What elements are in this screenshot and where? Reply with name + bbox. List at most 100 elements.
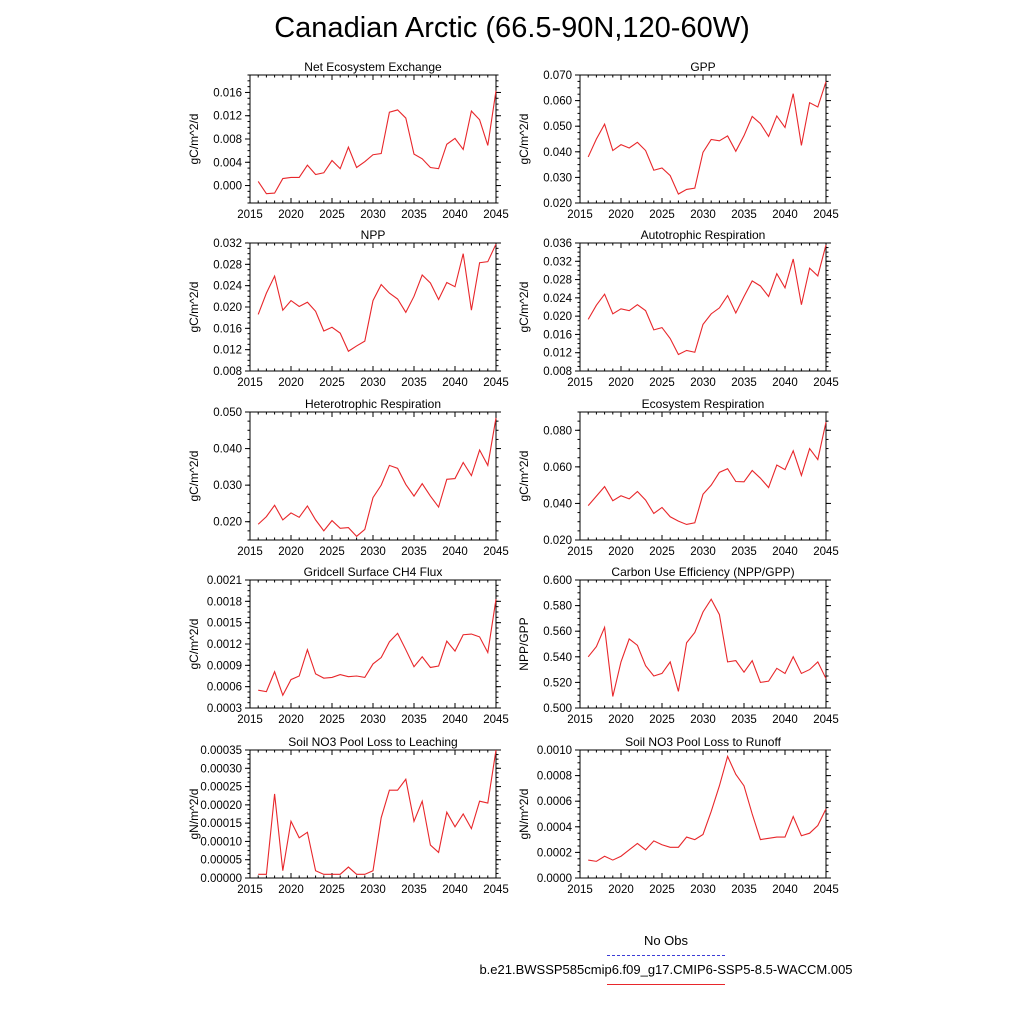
x-tick-label: 2015 xyxy=(567,209,593,221)
x-tick-label: 2035 xyxy=(731,209,757,221)
plot-frame xyxy=(579,579,827,709)
y-tick-label: 0.0006 xyxy=(207,682,242,694)
series-line xyxy=(587,421,827,526)
y-tick-label: 0.0006 xyxy=(537,796,572,808)
series-line xyxy=(588,754,827,862)
y-tick-label: 0.00020 xyxy=(200,800,242,812)
y-tick-label: 0.020 xyxy=(543,198,572,210)
y-tick-label: 0.036 xyxy=(543,238,572,250)
x-tick-label: 2030 xyxy=(360,209,386,221)
x-tick-label: 2040 xyxy=(442,714,468,726)
x-tick-label: 2020 xyxy=(278,209,304,221)
x-tick-label: 2025 xyxy=(319,884,345,896)
x-tick-label: 2035 xyxy=(731,884,757,896)
panel-title: Net Ecosystem Exchange xyxy=(304,60,442,74)
x-tick-label: 2030 xyxy=(690,209,716,221)
x-tick-label: 2015 xyxy=(567,714,593,726)
y-axis-label: gN/m^2/d xyxy=(517,789,531,840)
y-tick-label: 0.028 xyxy=(543,275,572,287)
main-title: Canadian Arctic (66.5-90N,120-60W) xyxy=(274,12,750,44)
y-axis-label: gC/m^2/d xyxy=(517,114,531,165)
y-tick-label: 0.0021 xyxy=(207,575,242,587)
x-tick-label: 2040 xyxy=(772,546,798,558)
y-tick-label: 0.070 xyxy=(543,70,572,82)
x-tick-label: 2030 xyxy=(690,714,716,726)
plot-frame xyxy=(579,749,827,879)
y-tick-label: 0.040 xyxy=(543,498,572,510)
y-tick-label: 0.032 xyxy=(543,256,572,268)
y-tick-label: 0.0008 xyxy=(537,771,572,783)
x-tick-label: 2025 xyxy=(649,209,675,221)
x-tick-label: 2035 xyxy=(401,546,427,558)
y-tick-label: 0.012 xyxy=(543,348,572,360)
y-tick-label: 0.0000 xyxy=(537,873,572,885)
y-axis-label: gC/m^2/d xyxy=(187,282,201,333)
y-axis-label: gC/m^2/d xyxy=(187,114,201,165)
x-tick-label: 2020 xyxy=(608,377,634,389)
y-tick-label: 0.020 xyxy=(543,311,572,323)
y-tick-label: 0.016 xyxy=(213,323,242,335)
panel-1: Net Ecosystem Exchange gC/m^2/d 2015 2020 20… xyxy=(187,60,509,221)
y-tick-label: 0.00035 xyxy=(200,745,242,757)
panel-6: Ecosystem Respiration gC/m^2/d 2015 2020 202… xyxy=(517,397,839,558)
x-tick-label: 2030 xyxy=(360,377,386,389)
y-tick-label: 0.0009 xyxy=(207,660,242,672)
series-line xyxy=(258,749,497,875)
plot-frame xyxy=(249,411,497,541)
y-axis-label: gC/m^2/d xyxy=(517,282,531,333)
y-tick-label: 0.012 xyxy=(213,345,242,357)
series-line xyxy=(257,417,497,538)
x-tick-label: 2040 xyxy=(772,884,798,896)
y-tick-label: 0.060 xyxy=(543,462,572,474)
x-tick-label: 2020 xyxy=(608,884,634,896)
y-tick-label: 0.560 xyxy=(543,626,572,638)
x-tick-label: 2045 xyxy=(483,714,509,726)
x-tick-label: 2030 xyxy=(360,714,386,726)
series-line xyxy=(258,599,497,697)
x-tick-label: 2015 xyxy=(567,546,593,558)
y-tick-label: 0.00000 xyxy=(200,873,242,885)
y-tick-label: 0.0003 xyxy=(207,703,242,715)
panel-title: Ecosystem Respiration xyxy=(642,397,765,411)
x-tick-label: 2040 xyxy=(772,209,798,221)
y-tick-label: 0.0010 xyxy=(537,745,572,757)
series-line xyxy=(587,244,827,356)
x-tick-label: 2035 xyxy=(401,714,427,726)
y-tick-label: 0.0015 xyxy=(207,618,242,630)
x-tick-label: 2025 xyxy=(319,546,345,558)
x-tick-label: 2020 xyxy=(278,714,304,726)
panel-title: Gridcell Surface CH4 Flux xyxy=(304,565,443,579)
y-axis-label: NPP/GPP xyxy=(517,617,531,670)
y-tick-label: 0.012 xyxy=(213,111,242,123)
x-tick-label: 2015 xyxy=(237,546,263,558)
x-tick-label: 2040 xyxy=(442,377,468,389)
y-tick-label: 0.540 xyxy=(543,652,572,664)
y-tick-label: 0.020 xyxy=(543,535,572,547)
x-tick-label: 2035 xyxy=(731,546,757,558)
x-tick-label: 2040 xyxy=(772,377,798,389)
y-tick-label: 0.580 xyxy=(543,601,572,613)
plot-frame xyxy=(249,749,497,879)
x-tick-label: 2030 xyxy=(690,884,716,896)
x-tick-label: 2045 xyxy=(813,884,839,896)
series-line xyxy=(587,81,827,195)
x-tick-label: 2030 xyxy=(360,546,386,558)
x-tick-label: 2035 xyxy=(401,377,427,389)
y-tick-label: 0.0002 xyxy=(537,847,572,859)
x-tick-label: 2015 xyxy=(237,714,263,726)
y-tick-label: 0.050 xyxy=(543,121,572,133)
series-line xyxy=(257,90,497,195)
series-line xyxy=(257,243,497,353)
panel-title: Heterotrophic Respiration xyxy=(305,397,441,411)
panel-title: Carbon Use Efficiency (NPP/GPP) xyxy=(611,565,794,579)
x-tick-label: 2020 xyxy=(608,714,634,726)
y-tick-label: 0.00010 xyxy=(200,836,242,848)
y-tick-label: 0.008 xyxy=(213,134,242,146)
panel-2: GPP gC/m^2/d 2015 2020 2025 2030 2035 2040 2045 0… xyxy=(517,60,839,221)
x-tick-label: 2045 xyxy=(483,884,509,896)
y-tick-label: 0.020 xyxy=(213,517,242,529)
y-tick-label: 0.0018 xyxy=(207,596,242,608)
plot-frame xyxy=(249,74,497,204)
y-tick-label: 0.028 xyxy=(213,259,242,271)
x-tick-label: 2035 xyxy=(731,714,757,726)
